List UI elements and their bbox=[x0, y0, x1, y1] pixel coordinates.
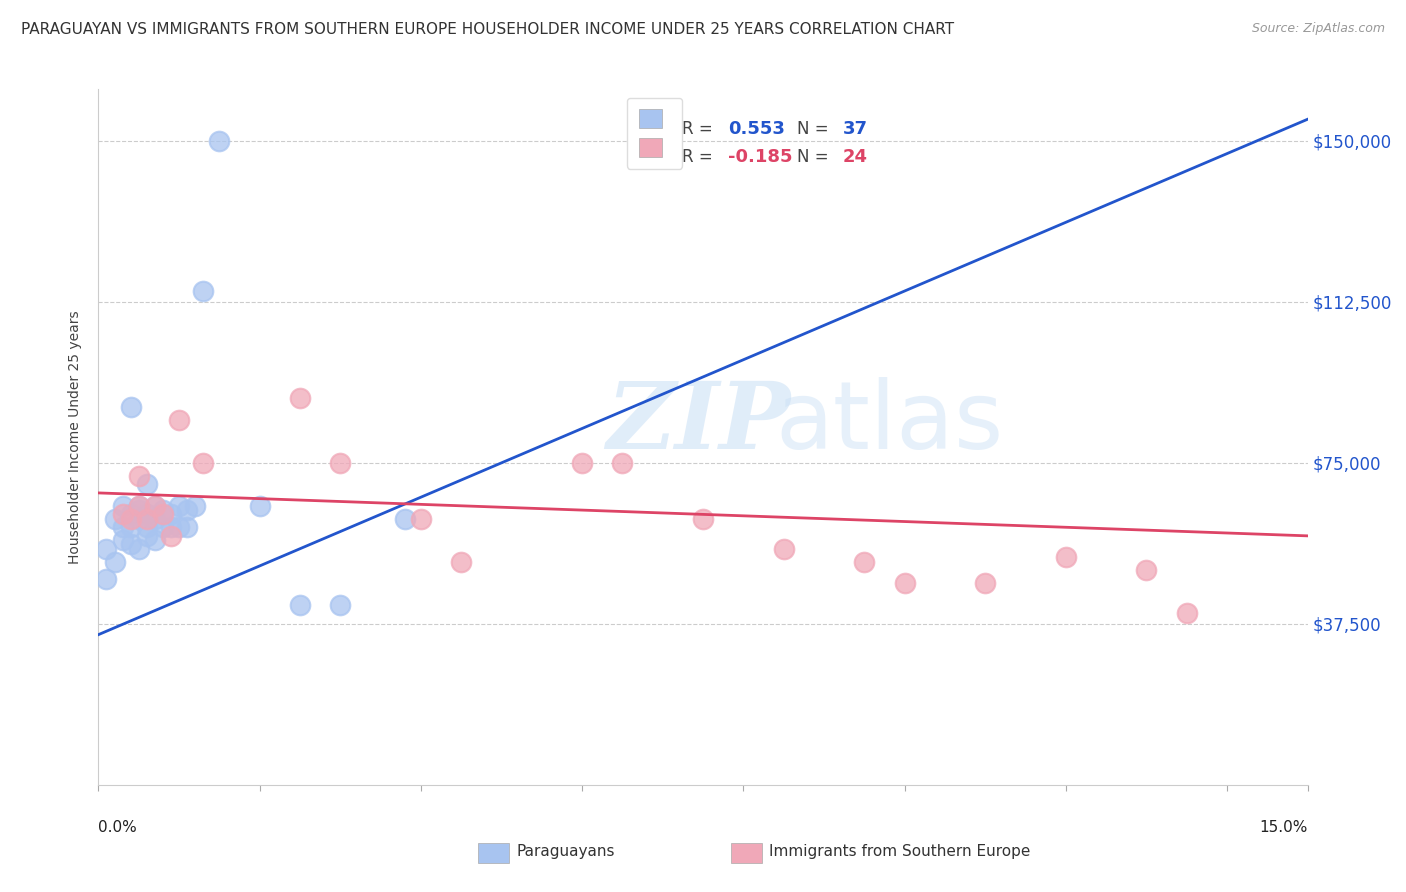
Point bbox=[329, 598, 352, 612]
Y-axis label: Householder Income Under 25 years: Householder Income Under 25 years bbox=[69, 310, 83, 564]
Point bbox=[167, 520, 190, 534]
Point bbox=[288, 598, 311, 612]
Point bbox=[120, 520, 142, 534]
Point bbox=[128, 503, 150, 517]
Text: atlas: atlas bbox=[776, 377, 1004, 469]
Point bbox=[143, 511, 166, 525]
Point bbox=[96, 541, 118, 556]
Point bbox=[612, 456, 634, 470]
Point bbox=[143, 499, 166, 513]
Text: -0.185: -0.185 bbox=[728, 147, 793, 166]
Point bbox=[152, 503, 174, 517]
Point bbox=[249, 499, 271, 513]
Point bbox=[120, 400, 142, 414]
Point bbox=[409, 511, 432, 525]
Point bbox=[193, 284, 215, 298]
Point bbox=[184, 499, 207, 513]
Point bbox=[772, 541, 794, 556]
Text: 37: 37 bbox=[844, 120, 868, 137]
Text: N =: N = bbox=[797, 147, 834, 166]
Point bbox=[692, 511, 714, 525]
Text: 0.0%: 0.0% bbox=[98, 820, 138, 835]
Point bbox=[111, 520, 134, 534]
Point bbox=[135, 477, 157, 491]
Point bbox=[152, 520, 174, 534]
Point bbox=[135, 511, 157, 525]
Point bbox=[571, 456, 593, 470]
Point bbox=[329, 456, 352, 470]
Text: PARAGUAYAN VS IMMIGRANTS FROM SOUTHERN EUROPE HOUSEHOLDER INCOME UNDER 25 YEARS : PARAGUAYAN VS IMMIGRANTS FROM SOUTHERN E… bbox=[21, 22, 955, 37]
Text: 15.0%: 15.0% bbox=[1260, 820, 1308, 835]
Text: 24: 24 bbox=[844, 147, 868, 166]
Point bbox=[120, 508, 142, 522]
Point bbox=[176, 520, 198, 534]
Point bbox=[288, 392, 311, 406]
Point bbox=[160, 508, 183, 522]
Point bbox=[167, 499, 190, 513]
Text: R =: R = bbox=[682, 120, 718, 137]
Point bbox=[208, 134, 231, 148]
Text: ZIP: ZIP bbox=[606, 378, 790, 468]
Point bbox=[193, 456, 215, 470]
Point bbox=[103, 555, 125, 569]
Point bbox=[128, 511, 150, 525]
Point bbox=[152, 508, 174, 522]
Point bbox=[160, 529, 183, 543]
Point bbox=[111, 533, 134, 548]
Point bbox=[394, 511, 416, 525]
Point bbox=[111, 499, 134, 513]
Point bbox=[1054, 550, 1077, 565]
Point bbox=[120, 511, 142, 525]
Point bbox=[167, 413, 190, 427]
Point bbox=[111, 508, 134, 522]
Text: Immigrants from Southern Europe: Immigrants from Southern Europe bbox=[769, 845, 1031, 859]
Point bbox=[128, 499, 150, 513]
Point bbox=[176, 503, 198, 517]
Point bbox=[1135, 563, 1157, 577]
Text: Source: ZipAtlas.com: Source: ZipAtlas.com bbox=[1251, 22, 1385, 36]
Text: Paraguayans: Paraguayans bbox=[516, 845, 614, 859]
Text: R =: R = bbox=[682, 147, 718, 166]
Legend: , : , bbox=[627, 97, 682, 169]
Point bbox=[103, 511, 125, 525]
Point bbox=[160, 520, 183, 534]
Text: 0.553: 0.553 bbox=[728, 120, 785, 137]
Point bbox=[143, 533, 166, 548]
Point bbox=[128, 499, 150, 513]
Point bbox=[1175, 606, 1198, 620]
Point bbox=[135, 529, 157, 543]
Point bbox=[143, 499, 166, 513]
Point bbox=[120, 537, 142, 551]
Point bbox=[128, 468, 150, 483]
Point bbox=[96, 572, 118, 586]
Text: N =: N = bbox=[797, 120, 834, 137]
Point bbox=[974, 576, 997, 591]
Point bbox=[135, 520, 157, 534]
Point bbox=[853, 555, 876, 569]
Point bbox=[128, 541, 150, 556]
Point bbox=[450, 555, 472, 569]
Point bbox=[893, 576, 915, 591]
Point bbox=[135, 508, 157, 522]
